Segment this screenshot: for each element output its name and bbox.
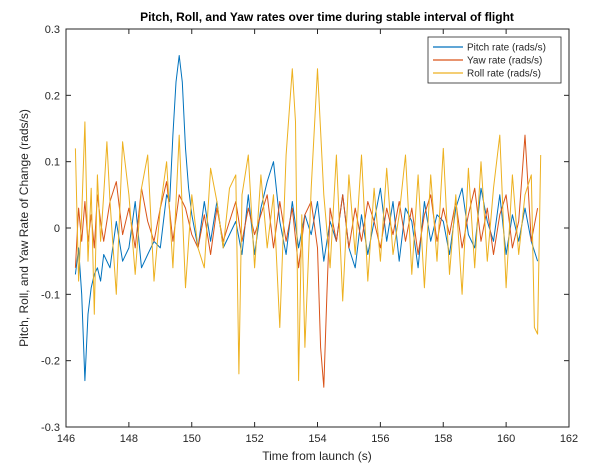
legend-label-0: Pitch rate (rads/s) xyxy=(467,43,546,54)
x-tick-label: 158 xyxy=(434,433,452,445)
y-tick-label: 0.3 xyxy=(45,24,60,36)
legend-items: Pitch rate (rads/s) Yaw rate (rads/s) Roll… xyxy=(433,43,546,80)
x-tick-label: 162 xyxy=(560,433,578,445)
series-line-2 xyxy=(74,68,542,382)
x-tick-label: 160 xyxy=(497,433,515,445)
chart-title: Pitch, Roll, and Yaw rates over time dur… xyxy=(140,10,514,24)
x-tick-label: 152 xyxy=(245,433,263,445)
ticks-layer: 146 148 150 152 154 156 158 160 162 -0.3 -0.2 -0.1 0… xyxy=(41,24,578,445)
legend-label-2: Roll rate (rads/s) xyxy=(467,69,541,80)
x-tick-label: 150 xyxy=(183,433,201,445)
y-tick-label: -0.2 xyxy=(41,356,60,368)
series-line-0 xyxy=(74,55,539,382)
plot-area: 146 148 150 152 154 156 158 160 162 -0.3 -0.2 -0.1 0… xyxy=(41,24,578,445)
y-axis-label: Pitch, Roll, and Yaw Rate of Change (rad… xyxy=(17,109,31,347)
y-tick-label: 0 xyxy=(54,223,60,235)
x-axis-label: Time from launch (s) xyxy=(262,449,372,463)
x-tick-label: 148 xyxy=(120,433,138,445)
y-tick-label: 0.2 xyxy=(45,90,60,102)
y-tick-label: -0.1 xyxy=(41,289,60,301)
x-tick-label: 156 xyxy=(371,433,389,445)
x-tick-label: 154 xyxy=(308,433,326,445)
series-layer xyxy=(74,55,542,388)
plot-frame xyxy=(65,28,570,428)
y-tick-label: 0.1 xyxy=(45,157,60,169)
legend-label-1: Yaw rate (rads/s) xyxy=(467,56,542,67)
legend: Pitch rate (rads/s) Yaw rate (rads/s) Roll… xyxy=(427,36,562,84)
x-tick-label: 146 xyxy=(57,433,75,445)
y-tick-label: -0.3 xyxy=(41,422,60,434)
